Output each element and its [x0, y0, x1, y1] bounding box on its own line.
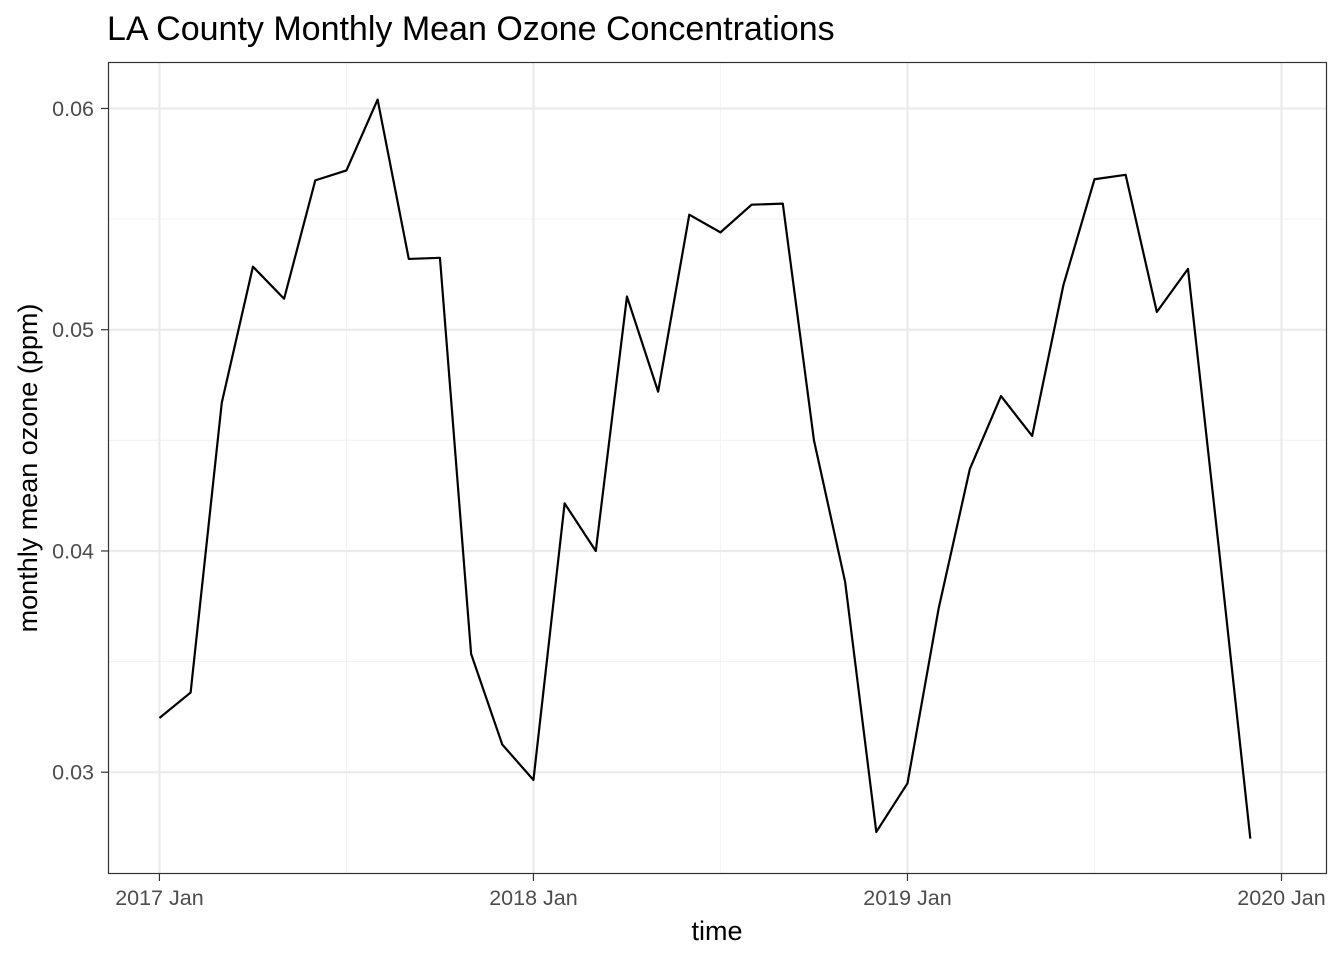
x-tick-label: 2020 Jan — [1237, 886, 1325, 910]
y-tick-label: 0.06 — [52, 97, 94, 121]
series-layer — [158, 98, 1252, 839]
x-tick-label: 2018 Jan — [489, 886, 577, 910]
x-axis-title: time — [691, 916, 742, 946]
panel-border — [107, 61, 1328, 875]
ozone-series-line — [158, 98, 1252, 839]
y-axis-ticks: 0.03 0.04 0.05 0.06 — [52, 97, 108, 785]
y-tick-label: 0.03 — [52, 761, 94, 785]
plot-panel — [108, 62, 1327, 874]
minor-gridlines — [108, 62, 1327, 874]
y-tick-label: 0.05 — [52, 318, 94, 342]
x-tick-label: 2017 Jan — [115, 886, 203, 910]
chart-title: LA County Monthly Mean Ozone Concentrati… — [107, 10, 835, 48]
y-axis-title: monthly mean ozone (ppm) — [13, 304, 43, 633]
y-tick-label: 0.04 — [52, 539, 94, 563]
major-gridlines — [108, 62, 1327, 874]
x-tick-label: 2019 Jan — [863, 886, 951, 910]
x-axis-ticks: 2017 Jan 2018 Jan 2019 Jan 2020 Jan — [115, 874, 1326, 910]
